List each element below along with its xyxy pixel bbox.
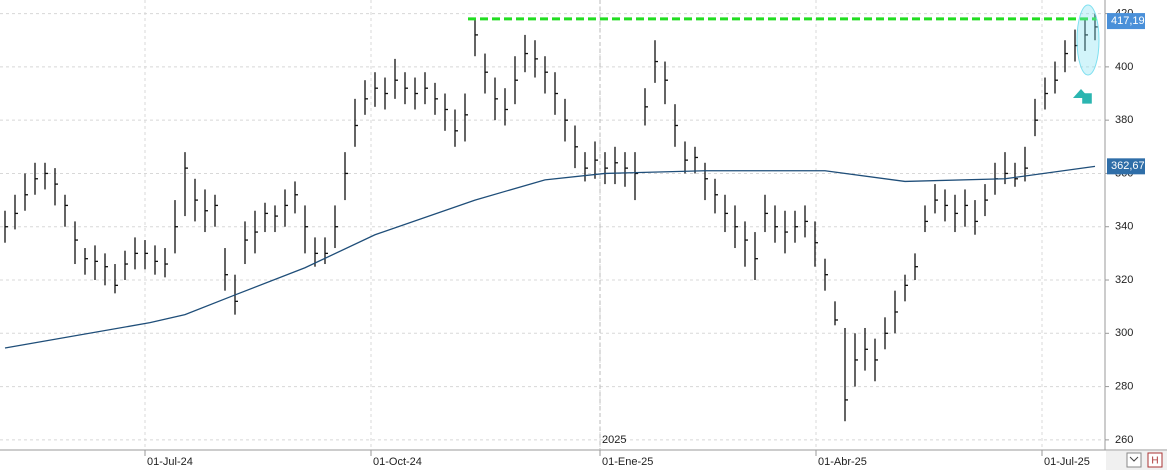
x-tick-label: 01-Jul-25 — [1044, 456, 1090, 468]
ma-value-label: 362,67 — [1111, 160, 1145, 172]
x-tick-label: 01-Ene-25 — [602, 456, 653, 468]
last-price-box — [1107, 13, 1145, 30]
up-arrow-head — [1073, 89, 1089, 98]
y-tick-label: 300 — [1115, 327, 1133, 339]
y-tick-label: 260 — [1115, 434, 1133, 446]
y-tick-label: 320 — [1115, 274, 1133, 286]
x-tick-label: 01-Abr-25 — [818, 456, 867, 468]
scroll-icon — [1129, 456, 1139, 462]
x-tick-label: 01-Oct-24 — [373, 456, 422, 468]
highlight-ellipse — [1076, 4, 1100, 76]
year-label: 2025 — [602, 434, 626, 446]
y-tick-label: 280 — [1115, 380, 1133, 392]
save-button[interactable] — [1147, 452, 1163, 468]
y-tick-label: 340 — [1115, 221, 1133, 233]
moving-average-line — [4, 165, 1096, 349]
ma-value-box — [1107, 158, 1145, 175]
last-price-label: 417,19 — [1111, 15, 1145, 27]
y-tick-label: 400 — [1115, 61, 1133, 73]
price-bars — [4, 13, 1098, 422]
x-tick-label: 01-Jul-24 — [147, 456, 193, 468]
y-tick-label: 380 — [1115, 114, 1133, 126]
scroll-button[interactable] — [1126, 452, 1142, 468]
up-arrow — [1077, 93, 1092, 104]
save-icon: H — [1151, 456, 1158, 467]
